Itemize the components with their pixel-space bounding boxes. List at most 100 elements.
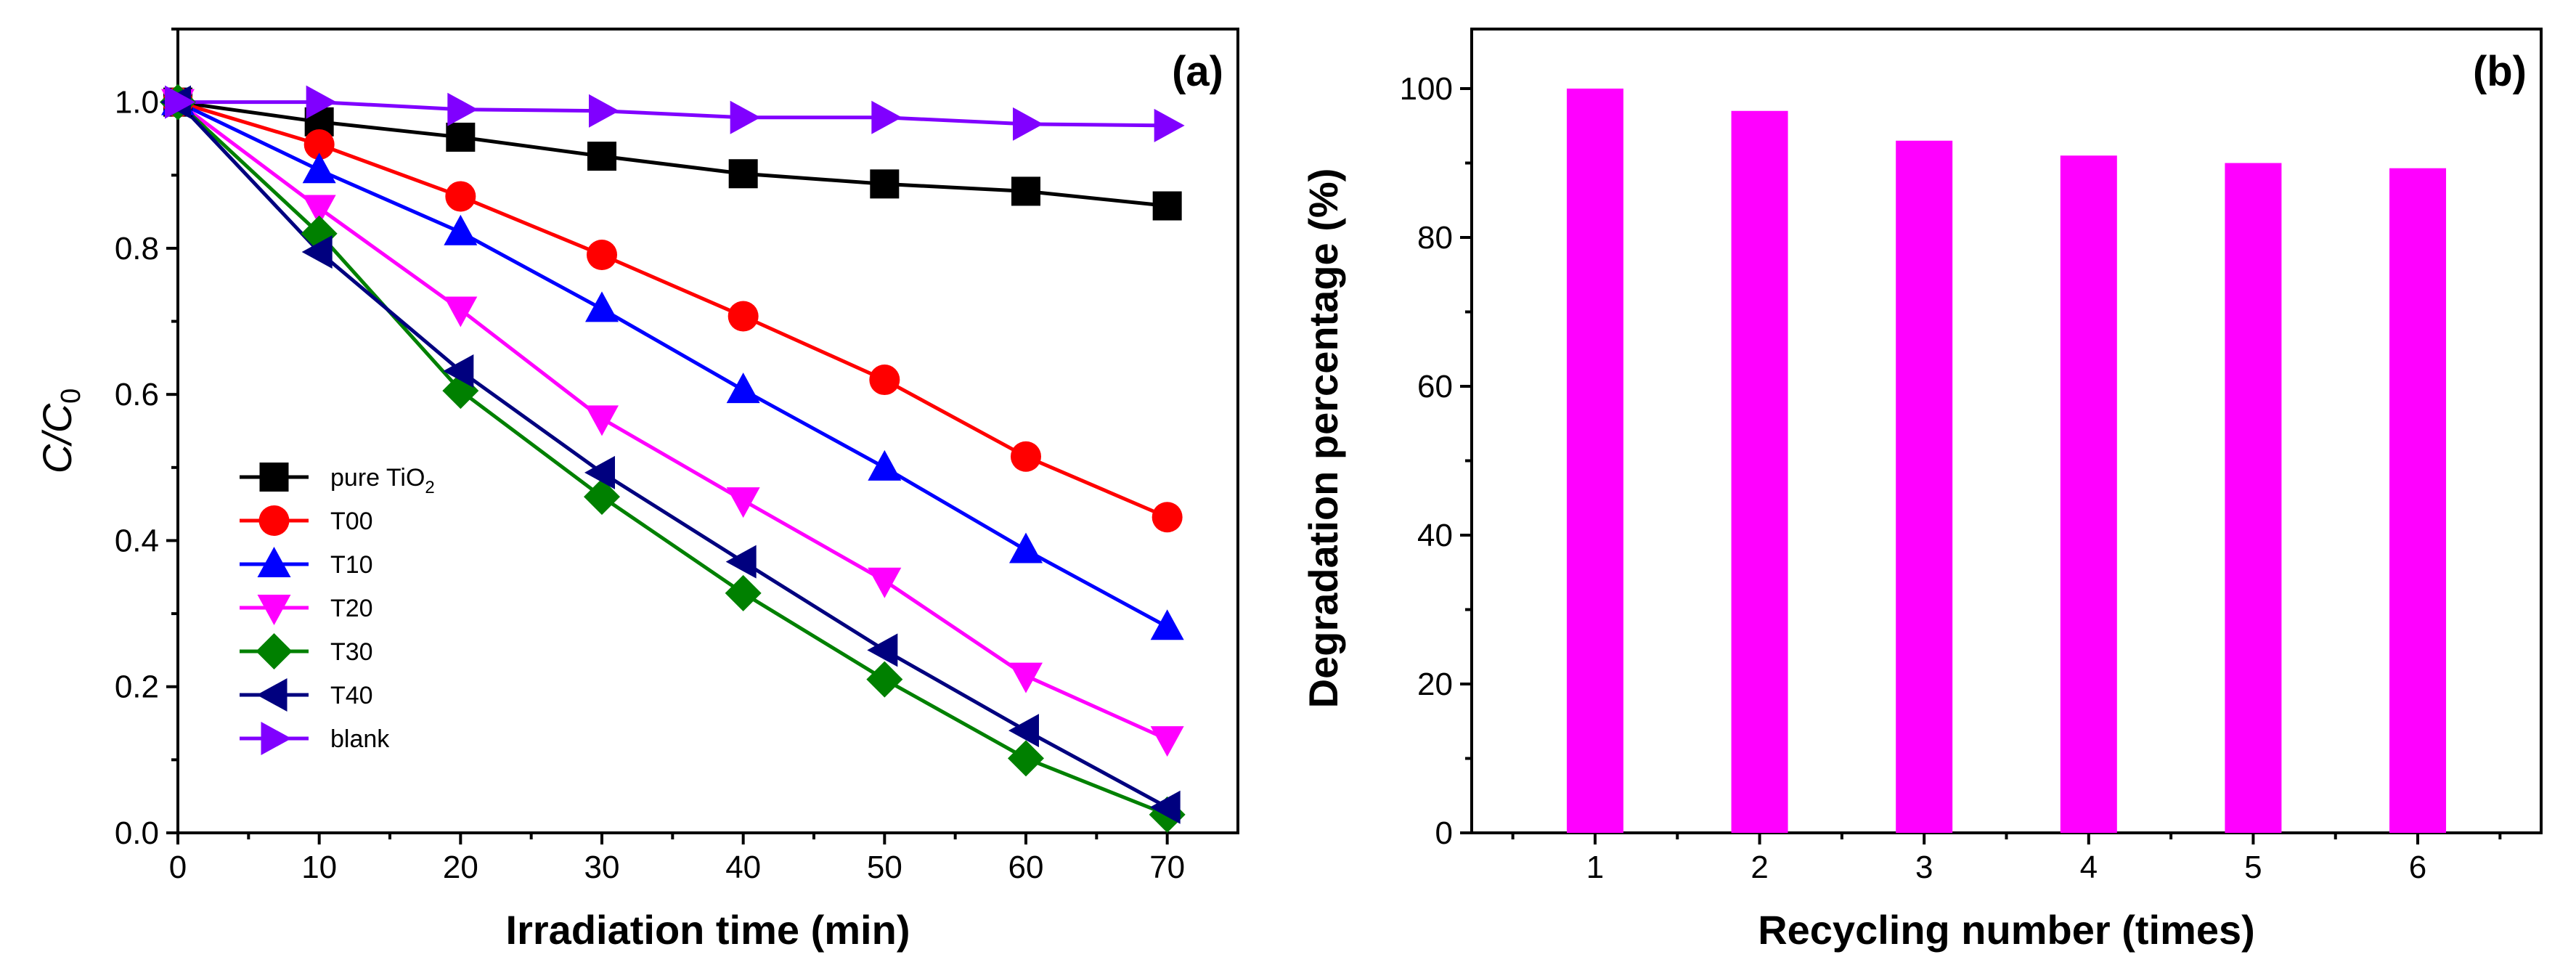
x-tick-label-b: 1 (1586, 850, 1604, 885)
y-title-c: C (34, 444, 80, 473)
x-tick-label-b: 4 (2080, 850, 2098, 885)
data-point (730, 100, 761, 134)
y-tick-label-b: 0 (1435, 815, 1453, 851)
data-point (301, 235, 333, 269)
data-point (1011, 441, 1041, 472)
legend-label-text: T30 (330, 638, 373, 666)
legend-marker (258, 505, 290, 536)
data-point (589, 94, 619, 128)
legend-label-subscript: 2 (425, 478, 434, 497)
plot-frame-b (1470, 28, 2543, 834)
panel-label-b: (b) (2473, 48, 2527, 95)
plot-frame-a (176, 28, 1239, 834)
data-point (1008, 714, 1039, 748)
data-point (444, 214, 478, 245)
data-point (302, 195, 336, 226)
data-point (1152, 191, 1182, 221)
legend-marker (259, 463, 289, 492)
data-point (444, 296, 478, 327)
line-chart-panel: 0 10 20 30 40 50 60 700.00.20.40.60.81.0 pure T… (34, 28, 1239, 953)
x-tick-label-a: 70 (1149, 850, 1185, 885)
bar (2389, 168, 2447, 834)
legend-label: T30 (330, 638, 373, 666)
y-tick-label-b: 80 (1417, 220, 1453, 256)
data-point (868, 449, 902, 481)
data-point (728, 159, 758, 189)
axis-ticks-b: 0 20 40 60 80 100 1 2 3 4 5 6 (1400, 71, 2502, 885)
x-tick-label-a: 0 (169, 850, 187, 885)
legend-marker (257, 547, 291, 577)
series-line (176, 100, 1168, 629)
data-point (1150, 609, 1184, 640)
legend-marker (257, 595, 291, 625)
series-line (176, 100, 1168, 741)
x-tick-label-a: 20 (443, 850, 478, 885)
data-point (868, 567, 902, 598)
bars-group (1566, 89, 2447, 834)
x-tick-label-a: 60 (1008, 850, 1044, 885)
data-point (1154, 108, 1185, 142)
legend-label-text: T00 (330, 508, 373, 535)
data-point (585, 291, 619, 322)
legend-label-text: pure TiO (330, 464, 425, 492)
data-point (869, 365, 900, 396)
x-tick-label-b: 3 (1915, 850, 1933, 885)
data-point (303, 129, 335, 160)
data-point (1009, 532, 1043, 563)
y-tick-label-b: 60 (1417, 369, 1453, 404)
y-tick-label-a: 0.4 (115, 523, 159, 558)
x-axis-title-a: Irradiation time (min) (506, 907, 910, 953)
data-point (871, 100, 902, 134)
series-line (176, 100, 1168, 809)
data-point (306, 85, 337, 119)
legend-label: pure TiO2 (330, 464, 435, 497)
data-point (1008, 740, 1044, 777)
legend-label: T20 (330, 595, 373, 622)
y-title-c0: C (34, 403, 80, 433)
y-tick-label-b: 100 (1400, 71, 1453, 107)
data-point (302, 152, 336, 184)
data-point (1152, 502, 1183, 533)
legend-label: T00 (330, 508, 373, 535)
x-tick-label-b: 6 (2409, 850, 2426, 885)
bar (1731, 110, 1788, 833)
y-tick-label-b: 40 (1417, 518, 1453, 553)
data-point (584, 479, 620, 516)
data-point (866, 661, 903, 698)
y-tick-label-b: 20 (1417, 667, 1453, 702)
y-tick-label-a: 1.0 (115, 85, 159, 121)
data-point (165, 85, 195, 119)
legend-label-text: blank (330, 725, 390, 753)
legend-marker (261, 722, 292, 755)
data-point (445, 181, 476, 212)
data-point (1149, 790, 1181, 824)
data-point (446, 122, 476, 152)
series-group (160, 84, 1186, 833)
x-tick-label-b: 2 (1750, 850, 1768, 885)
legend-label-text: T20 (330, 595, 373, 622)
data-point (443, 354, 474, 388)
x-tick-label-a: 40 (725, 850, 761, 885)
data-point (726, 372, 760, 404)
legend-label: T10 (330, 551, 373, 579)
x-tick-label-a: 30 (584, 850, 620, 885)
legend-label: blank (330, 725, 390, 753)
bar (2060, 155, 2117, 833)
y-axis-title-a: C/C0 (34, 388, 86, 474)
bar (2225, 163, 2282, 833)
data-point (585, 405, 619, 436)
bar (1896, 140, 1953, 833)
data-point (1011, 176, 1040, 206)
x-tick-label-a: 10 (301, 850, 337, 885)
data-point (867, 633, 898, 667)
data-point (587, 239, 617, 270)
axis-ticks-a: 0 10 20 30 40 50 60 70 0.0 0.2 0.4 0.6 0.8 1.0 (115, 28, 1185, 885)
data-point (1013, 107, 1043, 141)
legend-marker (256, 633, 293, 669)
legend-marker (256, 678, 288, 712)
bar-chart-panel: 0 20 40 60 80 100 1 2 3 4 5 6 (b) Recycling number … (1300, 28, 2543, 953)
y-tick-label-a: 0.6 (115, 377, 159, 412)
data-point (727, 301, 759, 332)
y-title-subscript: 0 (56, 388, 86, 404)
